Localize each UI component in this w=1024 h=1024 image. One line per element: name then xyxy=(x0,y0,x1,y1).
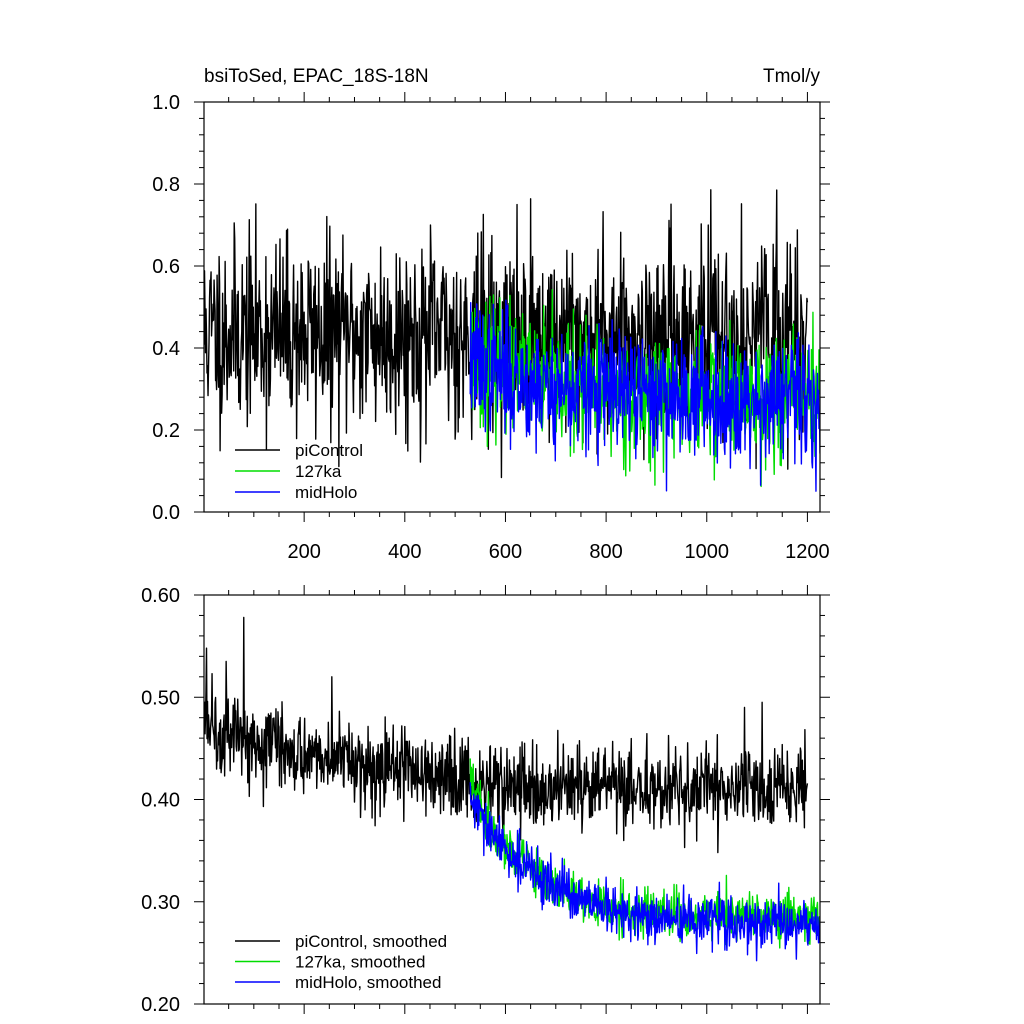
plot-frame xyxy=(203,101,821,513)
legend: piControl 127ka midHolo xyxy=(235,441,363,502)
series-lines xyxy=(204,616,820,962)
y-tick-label: 0.2 xyxy=(152,420,180,442)
x-tick-label: 1200 xyxy=(785,541,830,563)
series-line-0 xyxy=(204,616,809,854)
series-lines xyxy=(204,189,820,492)
top-panel: 0.0 0.2 0.4 0.6 0.8 1.0 200 400 600 800 1000 1200 pi… xyxy=(152,92,830,563)
y-tick-label: 0.40 xyxy=(141,790,180,812)
y-tick-label: 0.0 xyxy=(152,502,180,524)
y-tick-label: 0.60 xyxy=(141,585,180,607)
y-tick-label: 0.8 xyxy=(152,174,180,196)
y-tick-label: 1.0 xyxy=(152,92,180,114)
series-line-2 xyxy=(469,299,820,492)
x-tick-label: 600 xyxy=(489,541,522,563)
legend: piControl, smoothed 127ka, smoothedmidHol… xyxy=(235,932,447,992)
x-tick-label: 200 xyxy=(287,541,320,563)
x-tick-label: 400 xyxy=(388,541,421,563)
legend-label: midHolo xyxy=(295,483,357,502)
legend-label: midHolo, smoothed xyxy=(295,973,441,992)
bottom-panel: 0.20 0.30 0.40 0.50 0.60 piControl, smoothed 1… xyxy=(141,585,830,1016)
y-tick-label: 0.20 xyxy=(141,994,180,1016)
series-line-2 xyxy=(469,782,820,962)
chart-title: bsiToSed, EPAC_18S-18N xyxy=(204,66,429,87)
legend-label: piControl, smoothed xyxy=(295,932,447,951)
x-tick-label: 1000 xyxy=(685,541,730,563)
series-line-0 xyxy=(204,189,809,479)
y-tick-label: 0.30 xyxy=(141,892,180,914)
x-tick-label: 800 xyxy=(589,541,622,563)
axis-ticks xyxy=(194,585,830,1014)
legend-label: 127ka xyxy=(295,462,342,481)
legend-label: 127ka, smoothed xyxy=(295,953,425,972)
y-tick-label: 0.6 xyxy=(152,256,180,278)
chart-units: Tmol/y xyxy=(763,66,821,87)
y-tick-label: 0.50 xyxy=(141,687,180,709)
axis-ticks xyxy=(194,92,830,522)
y-tick-label: 0.4 xyxy=(152,338,180,360)
legend-label: piControl xyxy=(295,441,363,460)
